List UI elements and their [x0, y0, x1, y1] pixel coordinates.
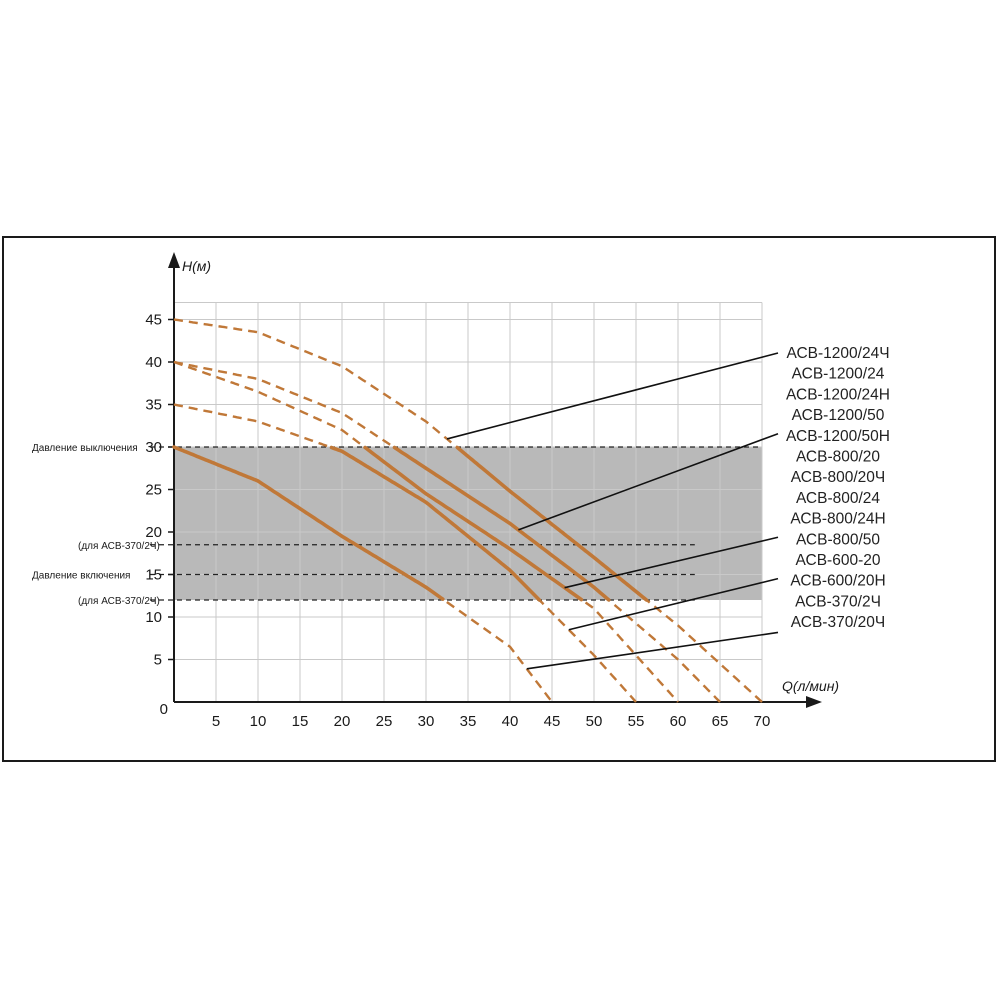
series-curves [172, 318, 763, 703]
x-tick-label: 60 [670, 713, 687, 730]
model-label: АСВ-1200/24Н [786, 386, 890, 403]
y-tick-label: 10 [145, 609, 162, 626]
leader-line [518, 432, 779, 531]
y-tick-label: 20 [145, 524, 162, 541]
leader-line [568, 577, 779, 631]
model-label: АСВ-1200/50 [792, 407, 885, 424]
pressure-line-label: Давление включения [32, 571, 130, 582]
x-axis-title: Q(л/мин) [782, 678, 839, 694]
pressure-lines: Давление выключения (для АСВ-370/2Ч) Давле… [32, 443, 762, 607]
model-label: АСВ-800/24Н [790, 511, 885, 528]
y-tick-label: 45 [145, 312, 162, 329]
model-label: АСВ-600-20 [796, 552, 881, 569]
x-tick-label: 55 [628, 713, 645, 730]
model-label: АСВ-800/20Ч [791, 469, 885, 486]
leader-line [564, 536, 779, 589]
x-tick-label: 10 [250, 713, 267, 730]
y-tick-label: 15 [145, 567, 162, 584]
grid [174, 302, 763, 702]
pressure-line-label: (для АСВ-370/2Ч) [78, 541, 160, 552]
x-tick-label: 65 [712, 713, 729, 730]
x-tick-label: 70 [754, 713, 771, 730]
leader-line [446, 352, 779, 440]
x-tick-label: 20 [334, 713, 351, 730]
y-tick-label: 35 [145, 397, 162, 414]
model-label: АСВ-370/20Ч [791, 614, 885, 631]
curve-2-solid [392, 445, 611, 602]
model-label: АСВ-800/50 [796, 531, 880, 548]
x-tick-label: 35 [460, 713, 477, 730]
curve-3-solid [363, 445, 584, 602]
model-label: АСВ-600/20Н [790, 573, 885, 590]
model-labels: АСВ-1200/24Ч АСВ-1200/24 АСВ-1200/24Н АСВ-1… [786, 345, 890, 631]
x-tick-label: 5 [212, 713, 220, 730]
y-tick-label: 5 [154, 652, 162, 669]
x-tick-label: 30 [418, 713, 435, 730]
y-axis-arrow [168, 252, 180, 268]
model-label: АСВ-1200/24 [792, 366, 885, 383]
leader-lines [446, 352, 779, 670]
x-tick-label: 45 [544, 713, 561, 730]
x-tick-label: 25 [376, 713, 393, 730]
axes: 5 10 15 20 25 30 35 40 45 50 55 60 65 70 5 10 15 20 25 30 35… [145, 252, 822, 730]
curve-1-solid [455, 445, 649, 602]
x-axis-arrow [806, 696, 822, 708]
y-tick-label: 25 [145, 482, 162, 499]
y-tick-label: 40 [145, 354, 162, 371]
pressure-line-label: Давление выключения [32, 443, 138, 454]
x-tick-label: 50 [586, 713, 603, 730]
y-tick-label: 30 [145, 439, 162, 456]
origin-label: 0 [160, 701, 168, 718]
y-axis-title: H(м) [182, 258, 211, 274]
curve-4-solid [329, 445, 542, 602]
model-label: АСВ-800/24 [796, 490, 880, 507]
pressure-line-label: (для АСВ-370/2Ч) [78, 596, 160, 607]
x-tick-label: 40 [502, 713, 519, 730]
curve-5-solid [172, 445, 445, 601]
model-label: АСВ-1200/24Ч [786, 345, 889, 362]
x-tick-label: 15 [292, 713, 309, 730]
model-label: АСВ-800/20 [796, 449, 880, 466]
model-label: АСВ-370/2Ч [795, 593, 881, 610]
model-label: АСВ-1200/50Н [786, 428, 890, 445]
leader-line [526, 631, 779, 670]
